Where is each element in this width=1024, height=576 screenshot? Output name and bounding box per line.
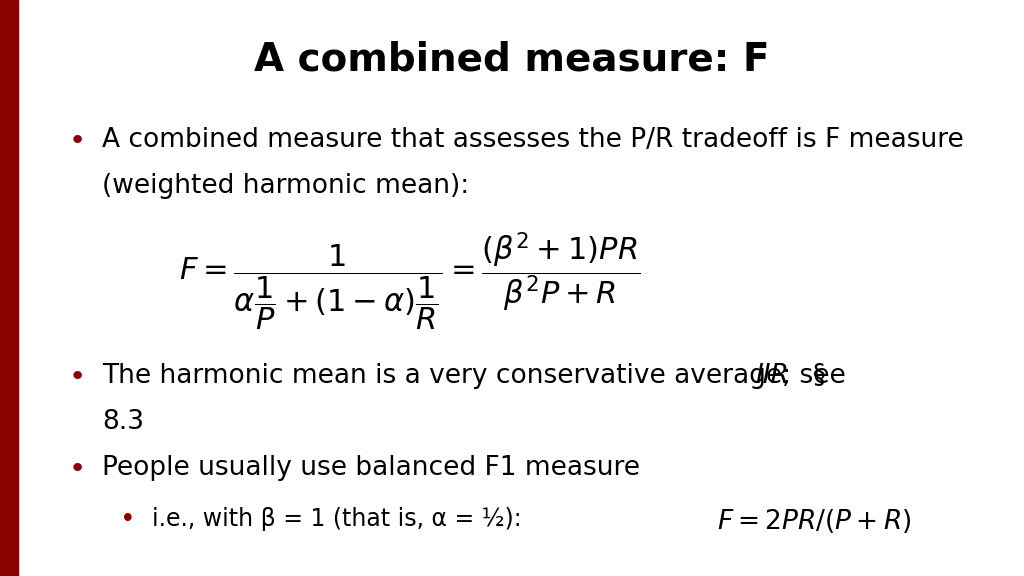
Text: 8.3: 8.3 [102, 409, 144, 435]
Text: $F = \dfrac{1}{\alpha\dfrac{1}{P}+(1-\alpha)\dfrac{1}{R}} = \dfrac{(\beta^2+1)PR: $F = \dfrac{1}{\alpha\dfrac{1}{P}+(1-\al… [179, 230, 640, 333]
Text: IIR: IIR [755, 363, 788, 389]
Text: The harmonic mean is a very conservative average; see: The harmonic mean is a very conservative… [102, 363, 854, 389]
Text: $F = 2PR/(P+R)$: $F = 2PR/(P+R)$ [717, 507, 911, 535]
Text: §: § [797, 363, 826, 389]
Text: People usually use balanced F1 measure: People usually use balanced F1 measure [102, 455, 640, 481]
Text: •: • [120, 507, 136, 533]
Text: A combined measure: F: A combined measure: F [254, 40, 770, 78]
Text: •: • [69, 363, 85, 391]
Text: i.e., with β = 1 (that is, α = ½):: i.e., with β = 1 (that is, α = ½): [152, 507, 521, 531]
Text: •: • [69, 455, 85, 483]
Text: (weighted harmonic mean):: (weighted harmonic mean): [102, 173, 470, 199]
Text: •: • [69, 127, 85, 155]
Text: A combined measure that assesses the P/R tradeoff is F measure: A combined measure that assesses the P/R… [102, 127, 965, 153]
